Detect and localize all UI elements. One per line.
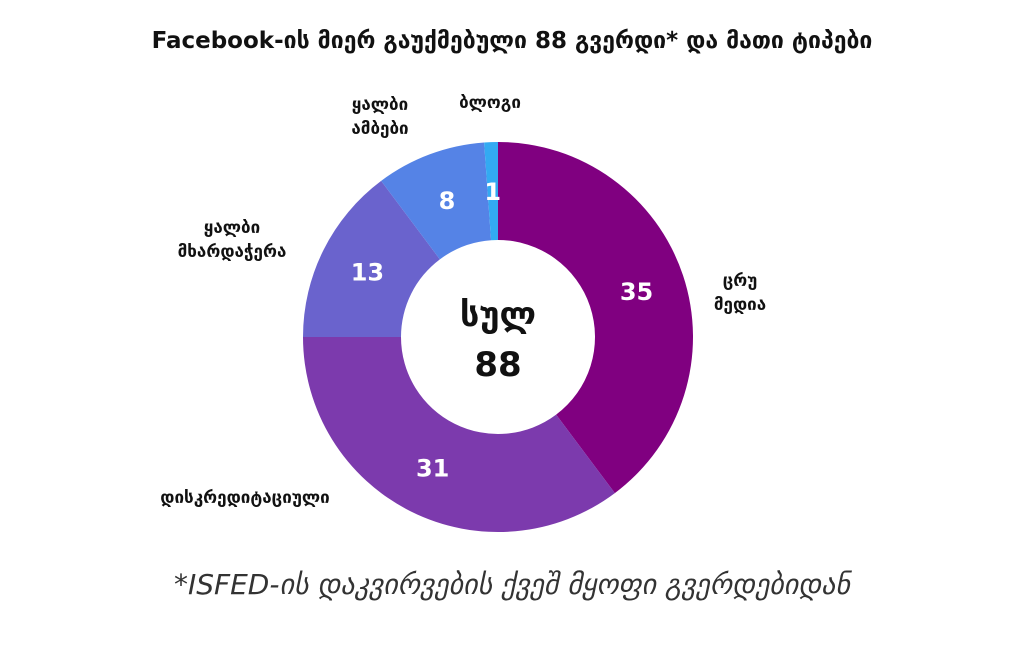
slice-value-3: 8 xyxy=(439,187,456,215)
slice-value-4: 1 xyxy=(484,178,501,206)
slice-1 xyxy=(303,337,615,532)
chart-title: Facebook-ის მიერ გაუქმებული 88 გვერდი* დ… xyxy=(151,28,873,54)
slice-label-2: ყალბი მხარდაჭერა xyxy=(178,218,287,262)
center-total-value: 88 xyxy=(474,345,521,385)
slice-value-1: 31 xyxy=(416,455,449,483)
slice-label-4: ბლოგი xyxy=(459,93,521,113)
slice-3 xyxy=(381,142,492,260)
footnote: *ISFED-ის დაკვირვების ქვეშ მყოფი გვერდებ… xyxy=(173,568,851,601)
slice-label-1: დისკრედიტაციული xyxy=(160,488,329,508)
slice-label-0: ცრუ მედია xyxy=(714,271,766,315)
slice-label-3: ყალბი ამბები xyxy=(351,95,408,139)
slice-4 xyxy=(484,142,498,241)
center-total-label: სულ xyxy=(460,295,536,335)
slice-value-0: 35 xyxy=(620,278,653,306)
slice-2 xyxy=(303,180,440,337)
slice-value-2: 13 xyxy=(351,259,384,287)
slice-0 xyxy=(498,142,694,494)
